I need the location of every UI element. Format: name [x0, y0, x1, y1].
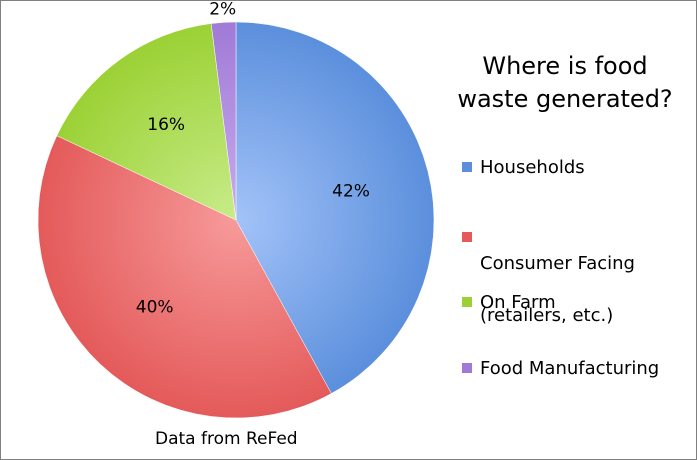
legend-label-line-2: (retailers, etc.) [480, 305, 614, 326]
chart-title-line-2: waste generated? [457, 85, 673, 113]
legend-item-food-manufacturing: Food Manufacturing [462, 356, 659, 382]
legend-swatch [462, 297, 472, 307]
legend-label: Food Manufacturing [480, 358, 660, 379]
legend-swatch [462, 363, 472, 373]
pie-slices [37, 21, 435, 419]
source-note: Data from ReFed [155, 429, 298, 449]
legend-swatch [462, 162, 472, 172]
legend-swatch [462, 232, 472, 242]
chart-title: Where is food waste generated? [445, 50, 685, 116]
pie-slice-food [210, 21, 237, 221]
pie-labels: 42% 40% 16% 2% [136, 0, 370, 318]
pie-slice-households [235, 21, 435, 394]
pie-data-label: 16% [147, 115, 185, 135]
legend-label: Households [480, 157, 585, 178]
pie-data-label: 2% [209, 0, 236, 19]
pie-data-label: 40% [136, 298, 174, 318]
legend-item-consumer-facing: Consumer Facing (retailers, etc.) [462, 225, 635, 329]
chart-title-line-1: Where is food [482, 52, 648, 80]
pie-slice-on [56, 23, 237, 221]
legend-item-on-farm: On Farm [462, 290, 556, 316]
legend-label-line-1: Consumer Facing [480, 253, 635, 274]
legend-label: On Farm [480, 292, 556, 313]
pie-data-label: 42% [332, 181, 370, 201]
legend-label: Consumer Facing (retailers, etc.) [480, 225, 635, 329]
legend-item-households: Households [462, 155, 585, 181]
pie-slice-consumer [37, 135, 332, 419]
